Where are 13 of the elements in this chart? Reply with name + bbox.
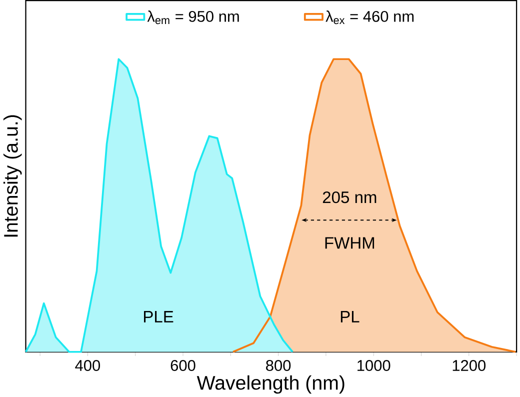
x-tick-label: 1200 xyxy=(452,360,486,371)
x-tick-label: 600 xyxy=(170,360,196,371)
x-axis-title: Wavelength (nm) xyxy=(196,375,344,394)
legend-label: λ$_{em}$ = 950 nm xyxy=(147,10,239,24)
annotation: PLE xyxy=(144,311,174,322)
y-axis-title: Intensity (a.u.) xyxy=(3,115,22,237)
annotation: PL xyxy=(340,311,360,322)
x-tick-label: 400 xyxy=(75,360,100,371)
annotation: FWHM xyxy=(325,237,374,249)
x-tick-label: 800 xyxy=(266,360,291,371)
annotation: 205 nm xyxy=(322,191,376,204)
legend-label: λ$_{ex}$ = 460 nm xyxy=(326,10,414,24)
x-tick-label: 1000 xyxy=(358,360,390,371)
